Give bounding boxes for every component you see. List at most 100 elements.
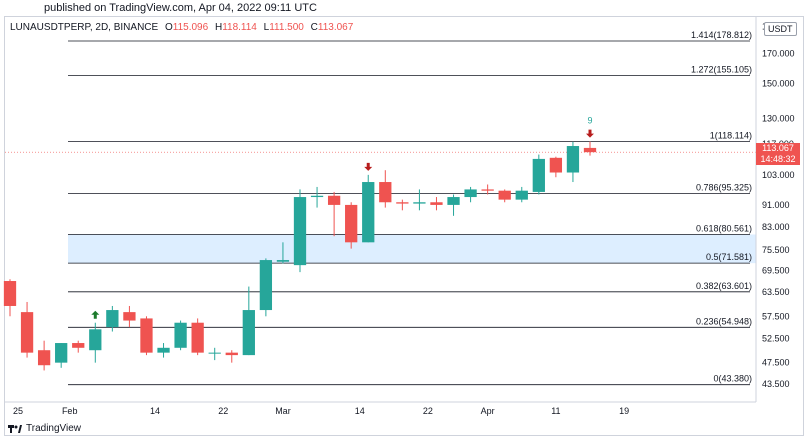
fib-highlight-zone [68, 234, 756, 264]
currency-unit-button[interactable]: USDT [764, 22, 797, 36]
fib-level-label: 1(118.114) [710, 131, 752, 141]
candle-body [174, 322, 187, 348]
candle-body [37, 350, 51, 366]
candle [208, 347, 221, 361]
candle [259, 258, 273, 317]
symbol-legend: LUNAUSDTPERP, 2D, BINANCE O115.096 H118.… [10, 22, 353, 33]
candle-body [379, 182, 392, 203]
high-value: 118.114 [222, 22, 257, 33]
candle [157, 343, 170, 358]
candle [72, 340, 85, 353]
candle [140, 316, 153, 356]
time-tick-label: 22 [423, 406, 433, 416]
candle-body [208, 352, 221, 354]
candle [225, 350, 238, 363]
candle [430, 197, 443, 211]
close-value: 113.067 [317, 22, 354, 33]
fib-zone-layer [68, 234, 756, 264]
candle-body [396, 202, 409, 204]
candle [345, 202, 358, 249]
td-count-label: 9 [587, 116, 592, 126]
price-tick-label: 103.000 [762, 170, 795, 180]
price-tick-label: 170.000 [762, 48, 795, 58]
candle [37, 340, 51, 371]
candle-body [532, 158, 545, 192]
candle [413, 189, 426, 211]
price-tick-label: 69.500 [762, 265, 790, 275]
low-label: L [263, 22, 270, 33]
candle [327, 191, 341, 237]
candle [447, 194, 460, 216]
candle-body [20, 312, 34, 353]
candle-body [327, 195, 341, 205]
time-tick-label: 11 [551, 406, 560, 416]
fib-level-label: 0.382(63.601) [696, 281, 752, 291]
price-tick-label: 91.000 [762, 200, 790, 210]
price-tick-label: 130.000 [762, 113, 795, 123]
candle-body [123, 312, 136, 321]
candle [55, 343, 68, 368]
time-tick-label: 19 [619, 406, 629, 416]
candle [464, 186, 477, 203]
candle-body [498, 190, 511, 200]
open-value: 115.096 [172, 22, 209, 33]
candle-body [140, 318, 153, 353]
fib-level-label: 0.5(71.581) [706, 252, 752, 262]
candle-body [191, 322, 204, 353]
candle-body [464, 189, 477, 198]
candle [242, 286, 255, 356]
candle-body [72, 343, 85, 348]
price-tick-label: 75.500 [762, 245, 790, 255]
candle [379, 170, 392, 208]
current-price-label: 113.067 14:48:32 [756, 143, 800, 165]
brand-name: TradingView [26, 423, 82, 434]
candle [515, 186, 528, 203]
candle [293, 189, 307, 273]
fib-level-label: 0.786(95.325) [696, 183, 752, 193]
candle [123, 305, 136, 328]
current-price-value: 113.067 [762, 143, 794, 153]
fib-levels-layer: 1.414(178.812) 1.272(155.105) 1(118.114) 0.… [5, 30, 756, 386]
sell-arrow-icon [364, 162, 373, 171]
candle [3, 279, 17, 317]
candle-body [259, 260, 273, 311]
candle [566, 141, 580, 183]
candle-body [106, 310, 119, 328]
fib-level-label: 0.236(54.948) [696, 316, 752, 326]
time-tick-label: 25 [13, 406, 23, 416]
time-tick-label: Apr [481, 406, 495, 416]
time-tick-label: Mar [275, 406, 291, 416]
fib-level-label: 0.618(80.561) [696, 223, 752, 233]
candle [89, 322, 102, 363]
candle-body [481, 189, 494, 191]
bar-countdown: 14:48:32 [760, 154, 796, 164]
high-label: H [214, 22, 223, 33]
candle-body [225, 352, 238, 356]
time-axis: 25 Feb 14 22 Mar 14 22 Apr 11 19 [13, 406, 629, 416]
time-tick-label: 14 [355, 406, 365, 416]
candle [481, 184, 494, 195]
fib-level-label: 1.272(155.105) [691, 65, 752, 75]
price-tick-label: 83.000 [762, 222, 790, 232]
candle [276, 242, 290, 264]
time-tick-label: 14 [150, 406, 160, 416]
candle-body [89, 329, 102, 351]
candle [498, 189, 511, 203]
candle-body [345, 204, 358, 243]
candle [532, 154, 545, 195]
markers-layer: 9 [91, 116, 594, 319]
candle [396, 199, 409, 211]
sell-arrow-icon [586, 129, 594, 138]
candles-layer [3, 141, 597, 371]
candle [549, 156, 563, 178]
brand-footer[interactable]: TradingView [8, 423, 81, 434]
price-tick-label: 150.000 [762, 79, 795, 89]
candle-body [362, 182, 375, 243]
chart-frame [4, 16, 804, 436]
candle [583, 141, 597, 156]
candle-body [293, 197, 307, 266]
candle-body [583, 147, 597, 153]
price-tick-label: 63.500 [762, 287, 790, 297]
candle-body [566, 146, 580, 173]
